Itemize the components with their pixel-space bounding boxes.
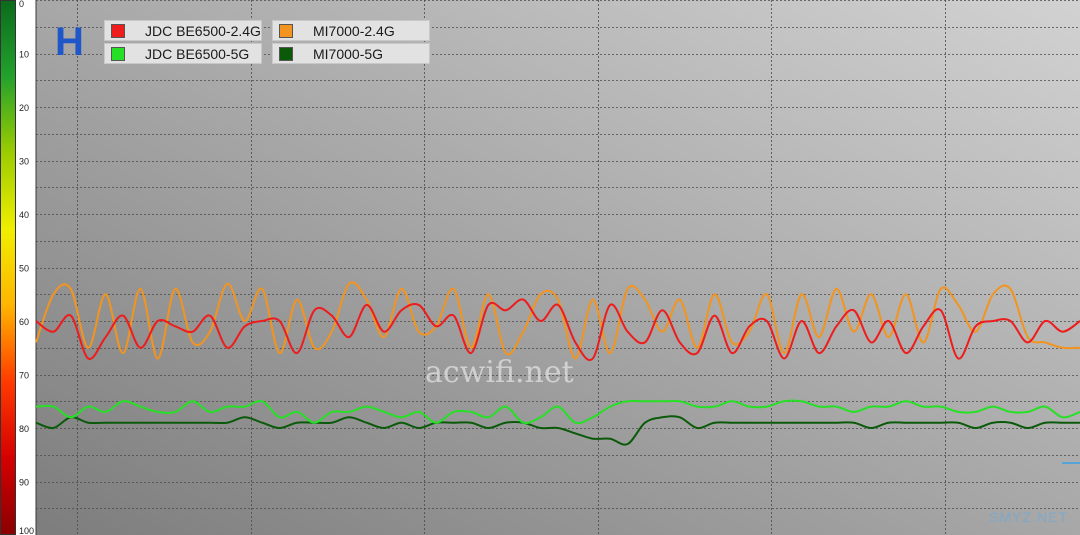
series-line-jdc-be6500-2-4g [35,298,1080,361]
tick-column [16,0,36,535]
legend-label: JDC BE6500-5G [145,46,250,62]
series-line-mi7000-5g [35,415,1080,446]
legend-swatch [279,47,293,61]
legend-label: MI7000-5G [313,46,384,62]
legend-label: JDC BE6500-2.4G [145,23,261,39]
legend-swatch [279,24,293,38]
legend: JDC BE6500-2.4G MI7000-2.4G JDC BE6500-5… [104,20,430,64]
y-tick-label: 0 [19,0,24,9]
signal-scale-bar [0,0,16,535]
panel-letter: H [55,20,84,64]
y-tick-label: 50 [19,264,29,274]
y-axis-ticks: 0 10 20 30 40 50 60 70 80 90 100 [19,0,34,535]
y-tick-label: 70 [19,371,29,381]
series-line-mi7000-2-4g [35,281,1080,360]
y-tick-label: 40 [19,210,29,220]
legend-swatch [111,47,125,61]
watermark-center: acwifi.net [425,355,574,390]
legend-swatch [111,24,125,38]
y-tick-label: 100 [19,526,34,535]
y-tick-label: 30 [19,157,29,167]
legend-item-jdc-24g[interactable]: JDC BE6500-2.4G [104,20,262,41]
watermark-corner: SMYZ.NET [989,509,1068,525]
legend-label: MI7000-2.4G [313,23,395,39]
plot-background [36,0,1080,535]
series-line-jdc-be6500-5g [35,399,1080,425]
y-tick-label: 90 [19,478,29,488]
y-tick-label: 20 [19,103,29,113]
y-tick-label: 10 [19,50,29,60]
legend-item-mi7000-5g[interactable]: MI7000-5G [272,43,430,64]
legend-item-jdc-5g[interactable]: JDC BE6500-5G [104,43,262,64]
series-lines [35,281,1080,446]
y-tick-label: 80 [19,424,29,434]
y-tick-label: 60 [19,317,29,327]
legend-item-mi7000-24g[interactable]: MI7000-2.4G [272,20,430,41]
